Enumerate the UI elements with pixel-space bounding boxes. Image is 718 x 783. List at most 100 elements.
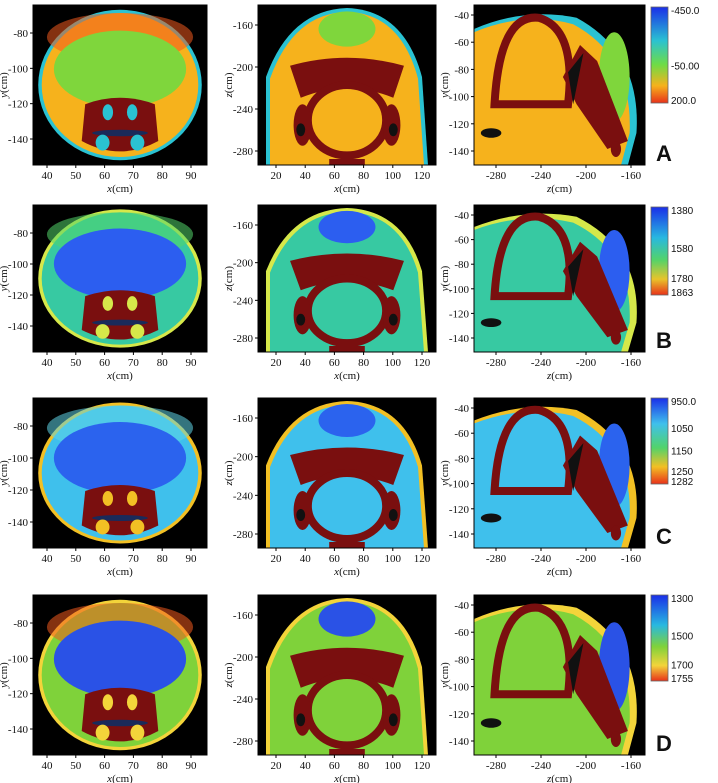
x-tick-label: -240: [531, 760, 552, 772]
x-tick-label: 80: [358, 357, 370, 369]
colorbar-a: -450.0 -50.00 200.0: [650, 6, 700, 107]
y-tick-label: -200: [233, 652, 254, 664]
y-tick-label: -160: [233, 413, 254, 425]
x-tick-label: 60: [99, 170, 111, 182]
x-tick-label: -240: [531, 553, 552, 565]
y-tick-label: -120: [8, 290, 29, 302]
y-tick-label: -40: [454, 403, 469, 415]
x-tick-label: 80: [358, 170, 370, 182]
x-tick-label: 90: [186, 553, 198, 565]
x-tick-label: 20: [271, 170, 283, 182]
panel-row-a: 40 50 60 70 80 90 -80 -100 -120 -140 x(cm) y(cm) 20 4…: [0, 4, 700, 195]
x-axis-label: x(cm): [106, 773, 133, 783]
y-axis-label: y(cm): [439, 72, 451, 99]
x-tick-label: 90: [186, 760, 198, 772]
x-tick-label: -160: [621, 553, 642, 565]
x-axis-label: x(cm): [333, 773, 360, 783]
x-tick-label: 20: [271, 760, 283, 772]
colorbar-tick-label: 1500: [671, 631, 694, 642]
colorbar-tick-label: 1300: [671, 594, 694, 605]
x-tick-label: 40: [42, 553, 54, 565]
x-tick-label: -240: [531, 170, 552, 182]
x-tick-label: 60: [99, 357, 111, 369]
y-tick-label: -60: [454, 428, 469, 440]
y-axis-label: y(cm): [0, 662, 10, 689]
colorbar-tick-label: 1863: [671, 288, 694, 299]
x-tick-label: 40: [42, 170, 54, 182]
y-tick-label: -100: [449, 682, 470, 694]
y-tick-label: -240: [233, 295, 254, 307]
y-tick-label: -140: [449, 146, 470, 158]
y-tick-label: -160: [233, 610, 254, 622]
x-tick-label: 70: [128, 357, 140, 369]
y-axis-label: y(cm): [0, 265, 10, 292]
x-axis-label: z(cm): [546, 370, 572, 382]
panel-a-coronal: 20 40 60 80 100 120 -160 -200 -240 -280 x(cm) z(cm): [223, 4, 437, 195]
x-tick-label: 80: [358, 760, 370, 772]
colorbar-tick-label: -50.00: [671, 62, 700, 73]
x-tick-label: -160: [621, 760, 642, 772]
y-axis-label: z(cm): [223, 72, 235, 98]
x-tick-label: 70: [128, 170, 140, 182]
x-tick-label: 40: [42, 760, 54, 772]
x-tick-label: 60: [329, 357, 341, 369]
x-axis-label: x(cm): [106, 183, 133, 195]
x-tick-label: 90: [186, 357, 198, 369]
x-tick-label: -200: [576, 357, 597, 369]
colorbar-b: 1380 1580 1780 1863: [650, 206, 694, 299]
x-tick-label: 100: [385, 760, 402, 772]
colorbar-tick-label: 950.0: [671, 397, 696, 408]
x-axis-label: z(cm): [546, 773, 572, 783]
y-tick-label: -140: [449, 529, 470, 541]
colorbar-tick-label: 1780: [671, 274, 694, 285]
x-tick-label: 80: [157, 760, 169, 772]
colorbar-tick-label: 1580: [671, 244, 694, 255]
colorbar-tick-label: 1050: [671, 424, 694, 435]
x-tick-label: 50: [70, 357, 82, 369]
y-axis-label: y(cm): [439, 460, 451, 487]
x-axis-label: z(cm): [546, 566, 572, 578]
y-axis-label: y(cm): [439, 265, 451, 292]
y-tick-label: -140: [8, 724, 29, 736]
y-tick-label: -80: [454, 654, 469, 666]
y-tick-label: -60: [454, 235, 469, 247]
row-label-a: A: [656, 141, 672, 166]
y-tick-label: -80: [13, 421, 28, 433]
row-label-b: B: [656, 328, 672, 353]
x-tick-label: -160: [621, 357, 642, 369]
row-label-d: D: [656, 731, 672, 756]
x-tick-label: 20: [271, 357, 283, 369]
y-tick-label: -240: [233, 104, 254, 116]
x-tick-label: -160: [621, 170, 642, 182]
panel-b-sagittal: -280 -240 -200 -160 -40 -60 -80 -100 -120 -140 z(c…: [439, 204, 646, 382]
x-tick-label: 60: [329, 553, 341, 565]
x-tick-label: 120: [414, 553, 431, 565]
y-tick-label: -200: [233, 62, 254, 74]
y-tick-label: -80: [13, 618, 28, 630]
y-tick-label: -140: [8, 321, 29, 333]
x-axis-label: x(cm): [106, 566, 133, 578]
x-axis-label: x(cm): [333, 370, 360, 382]
x-tick-label: 60: [99, 553, 111, 565]
x-tick-label: -200: [576, 760, 597, 772]
x-tick-label: 40: [300, 170, 312, 182]
x-tick-label: -200: [576, 170, 597, 182]
x-tick-label: -240: [531, 357, 552, 369]
x-tick-label: 80: [157, 553, 169, 565]
y-tick-label: -200: [233, 452, 254, 464]
x-tick-label: 40: [42, 357, 54, 369]
x-tick-label: 60: [329, 170, 341, 182]
y-tick-label: -160: [233, 220, 254, 232]
panel-c-sagittal: -280 -240 -200 -160 -40 -60 -80 -100 -120 -140 z(c…: [439, 397, 646, 578]
x-tick-label: 50: [70, 760, 82, 772]
panel-row-b: 40 50 60 70 80 90 -80 -100 -120 -140 x(cm) y(cm) 20 4…: [0, 204, 694, 382]
y-axis-label: z(cm): [223, 266, 235, 292]
y-tick-label: -60: [454, 627, 469, 639]
x-tick-label: -280: [486, 357, 507, 369]
y-tick-label: -80: [454, 64, 469, 76]
y-tick-label: -140: [8, 134, 29, 146]
x-tick-label: 80: [358, 553, 370, 565]
y-tick-label: -80: [454, 259, 469, 271]
